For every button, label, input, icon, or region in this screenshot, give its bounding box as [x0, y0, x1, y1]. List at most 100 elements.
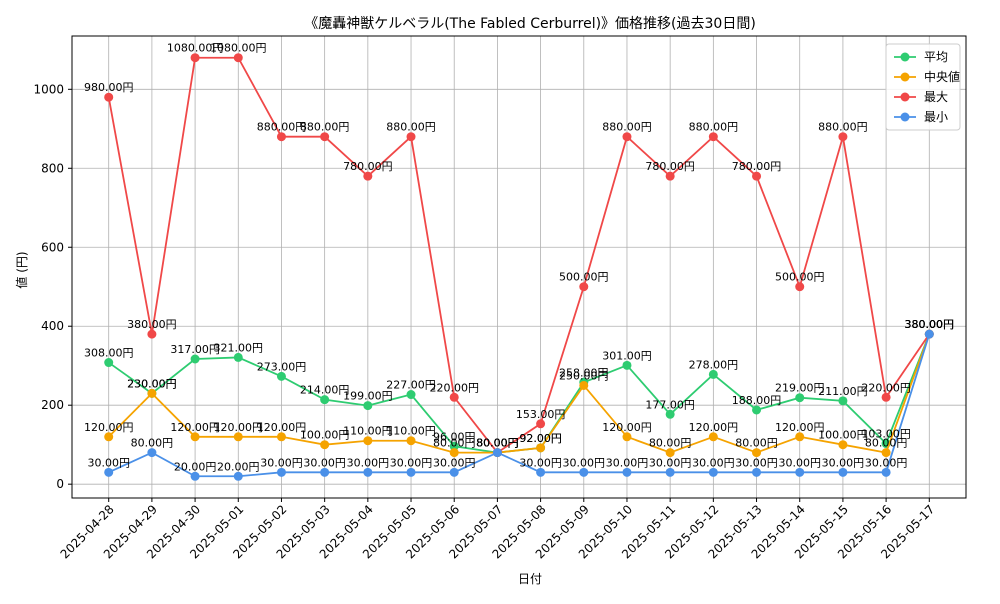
- legend-item: 中央値: [894, 69, 960, 84]
- data-point: [406, 390, 416, 400]
- data-label: 80.00円: [476, 437, 519, 450]
- data-label: 80.00円: [735, 437, 778, 450]
- data-point: [406, 467, 416, 477]
- series-line: [107, 56, 931, 454]
- data-point: [449, 448, 459, 458]
- data-label: 220.00円: [429, 381, 479, 394]
- data-point: [406, 436, 416, 446]
- data-point: [147, 388, 157, 398]
- data-label: 120.00円: [689, 421, 739, 434]
- data-label: 92.00円: [519, 432, 562, 445]
- data-label: 20.00円: [174, 460, 217, 473]
- data-point: [492, 448, 502, 458]
- y-tick-label: 800: [41, 161, 64, 175]
- grid: [72, 36, 966, 498]
- data-point: [622, 360, 632, 370]
- data-point: [233, 471, 243, 481]
- data-label: 880.00円: [386, 121, 436, 134]
- data-point: [795, 282, 805, 292]
- axes: 020040060080010002025-04-282025-04-29202…: [33, 35, 967, 561]
- data-label: 80.00円: [476, 437, 519, 450]
- data-point: [881, 448, 891, 458]
- data-label: 30.00円: [778, 456, 821, 469]
- data-label: 103.00円: [861, 428, 911, 441]
- data-label: 20.00円: [217, 460, 260, 473]
- data-label: 120.00円: [84, 421, 134, 434]
- legend-item: 最大: [894, 90, 948, 104]
- data-label: 30.00円: [735, 456, 778, 469]
- y-tick-label: 600: [41, 240, 64, 254]
- series-line: [108, 333, 931, 454]
- data-label: 230.00円: [127, 377, 177, 390]
- data-label: 219.00円: [775, 382, 825, 395]
- data-point: [795, 393, 805, 403]
- data-point: [320, 467, 330, 477]
- data-point: [838, 132, 848, 142]
- data-label: 188.00円: [732, 394, 782, 407]
- data-point: [752, 405, 762, 415]
- y-tick-label: 0: [56, 477, 64, 491]
- data-point: [536, 419, 546, 429]
- data-point: [708, 132, 718, 142]
- legend-swatch-marker: [900, 92, 910, 102]
- data-point: [190, 471, 200, 481]
- data-point: [276, 432, 286, 442]
- data-point: [795, 432, 805, 442]
- data-point: [579, 380, 589, 390]
- data-point: [708, 467, 718, 477]
- data-label: 120.00円: [775, 421, 825, 434]
- data-point: [104, 92, 114, 102]
- data-label: 880.00円: [689, 121, 739, 134]
- data-point: [622, 132, 632, 142]
- data-label: 30.00円: [347, 456, 390, 469]
- data-point: [233, 432, 243, 442]
- data-point: [665, 171, 675, 181]
- y-tick-label: 200: [41, 398, 64, 412]
- data-label: 780.00円: [343, 160, 393, 173]
- data-point: [276, 371, 286, 381]
- data-label: 80.00円: [476, 437, 519, 450]
- data-label: 80.00円: [131, 437, 174, 450]
- plot-frame: [71, 35, 967, 499]
- data-label: 30.00円: [260, 456, 303, 469]
- data-label: 380.00円: [127, 318, 177, 331]
- data-label: 80.00円: [649, 437, 692, 450]
- data-point: [881, 467, 891, 477]
- data-label: 301.00円: [602, 349, 652, 362]
- data-point: [838, 440, 848, 450]
- data-point: [363, 467, 373, 477]
- data-label: 30.00円: [692, 456, 735, 469]
- data-label: 110.00円: [343, 425, 393, 438]
- data-label: 30.00円: [606, 456, 649, 469]
- data-label: 500.00円: [775, 271, 825, 284]
- data-point: [622, 432, 632, 442]
- legend-label: 最大: [924, 90, 948, 104]
- data-point: [536, 467, 546, 477]
- legend-item: 平均: [894, 50, 948, 64]
- data-point: [190, 354, 200, 364]
- data-label: 120.00円: [257, 421, 307, 434]
- data-label: 120.00円: [602, 421, 652, 434]
- data-point: [276, 132, 286, 142]
- data-point: [449, 441, 459, 451]
- data-label: 380.00円: [905, 318, 955, 331]
- data-point: [320, 395, 330, 405]
- data-point: [104, 467, 114, 477]
- data-point: [622, 467, 632, 477]
- data-point: [320, 440, 330, 450]
- data-point: [579, 282, 589, 292]
- data-label: 80.00円: [865, 437, 908, 450]
- legend-label: 最小: [924, 110, 948, 124]
- y-axis-label: 値 (円): [14, 251, 29, 288]
- data-label: 230.00円: [127, 377, 177, 390]
- data-label: 30.00円: [649, 456, 692, 469]
- data-point: [708, 369, 718, 379]
- data-label: 30.00円: [303, 456, 346, 469]
- data-label: 980.00円: [84, 81, 134, 94]
- data-label: 321.00円: [214, 341, 264, 354]
- data-point: [233, 53, 243, 63]
- data-point: [363, 401, 373, 411]
- series-line: [108, 333, 931, 478]
